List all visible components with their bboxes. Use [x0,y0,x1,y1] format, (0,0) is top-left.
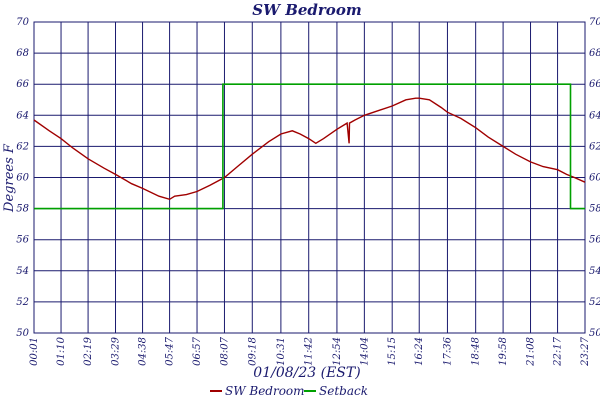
series-line-sw-bedroom [33,97,586,201]
x-tick-label: 09:18 [247,337,258,366]
x-tick-label: 23:27 [580,336,591,366]
x-tick-label: 06:57 [192,336,203,365]
grid [33,21,586,334]
y-tick-label-right: 66 [589,79,600,90]
y-tick-label-right: 58 [589,204,600,215]
x-tick-label: 19:58 [498,337,509,366]
y-tick-label-left: 62 [16,141,29,152]
y-tick-label-left: 54 [16,266,29,277]
x-tick-label: 03:29 [111,336,122,365]
x-tick-label: 22:17 [553,336,564,366]
chart-title: SW Bedroom [252,1,361,19]
y-tick-label-right: 70 [589,17,600,28]
y-tick-label-right: 56 [589,235,600,246]
x-tick-label: 08:07 [219,336,230,365]
y-tick-label-right: 68 [589,48,600,59]
y-tick-label-right: 50 [589,328,600,339]
y-tick-label-left: 50 [16,328,29,339]
x-tick-label: 10:31 [276,337,287,366]
y-axis-label: Degrees F [2,143,17,213]
x-tick-label: 21:08 [526,337,537,367]
x-tick-label: 16:24 [414,337,425,366]
x-tick-label: 11:42 [304,337,315,366]
y-tick-label-right: 64 [589,110,600,121]
y-tick-label-left: 64 [16,110,29,121]
x-tick-label: 12:54 [332,337,343,366]
y-tick-label-right: 54 [589,266,600,277]
series-line-setback [34,83,585,210]
y-tick-label-left: 70 [16,17,29,28]
x-tick-label: 18:48 [471,337,482,366]
series-lines [33,83,586,210]
y-tick-label-right: 52 [589,297,600,308]
y-tick-label-right: 62 [589,141,600,152]
plot-area-border [33,21,586,334]
y-tick-label-left: 60 [16,173,29,184]
x-tick-label: 17:36 [442,336,453,365]
legend: SW Bedroom Setback [210,384,368,398]
x-axis-label: 01/08/23 (EST) [253,365,360,381]
x-tick-label: 14:04 [359,337,370,366]
x-tick-label: 04:38 [138,337,149,366]
y-tick-label-left: 56 [16,235,29,246]
x-axis: 00:01 01:10 02:19 03:29 04:38 05:47 06:57 08:07… [29,336,591,366]
x-tick-label: 02:19 [83,336,94,365]
x-tick-label: 15:15 [387,337,398,366]
x-tick-label: 05:47 [165,336,176,365]
y-axis-left: 50 52 54 56 58 60 62 64 66 68 70 [16,17,29,339]
x-tick-label: 00:01 [29,337,40,366]
y-tick-label-left: 68 [16,48,29,59]
x-tick-label: 01:10 [56,336,67,365]
legend-label-setback: Setback [319,384,368,398]
y-tick-label-left: 66 [16,79,29,90]
y-tick-label-left: 58 [16,204,29,215]
y-tick-label-left: 52 [16,297,29,308]
y-tick-label-right: 60 [589,173,600,184]
y-axis-right: 50 52 54 56 58 60 62 64 66 68 70 [589,17,600,339]
legend-label-sw-bedroom: SW Bedroom [225,384,305,398]
